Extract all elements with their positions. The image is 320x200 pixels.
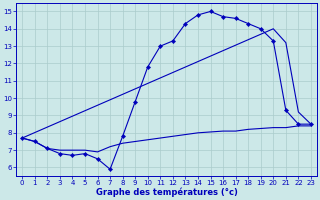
X-axis label: Graphe des températures (°c): Graphe des températures (°c) — [96, 188, 237, 197]
